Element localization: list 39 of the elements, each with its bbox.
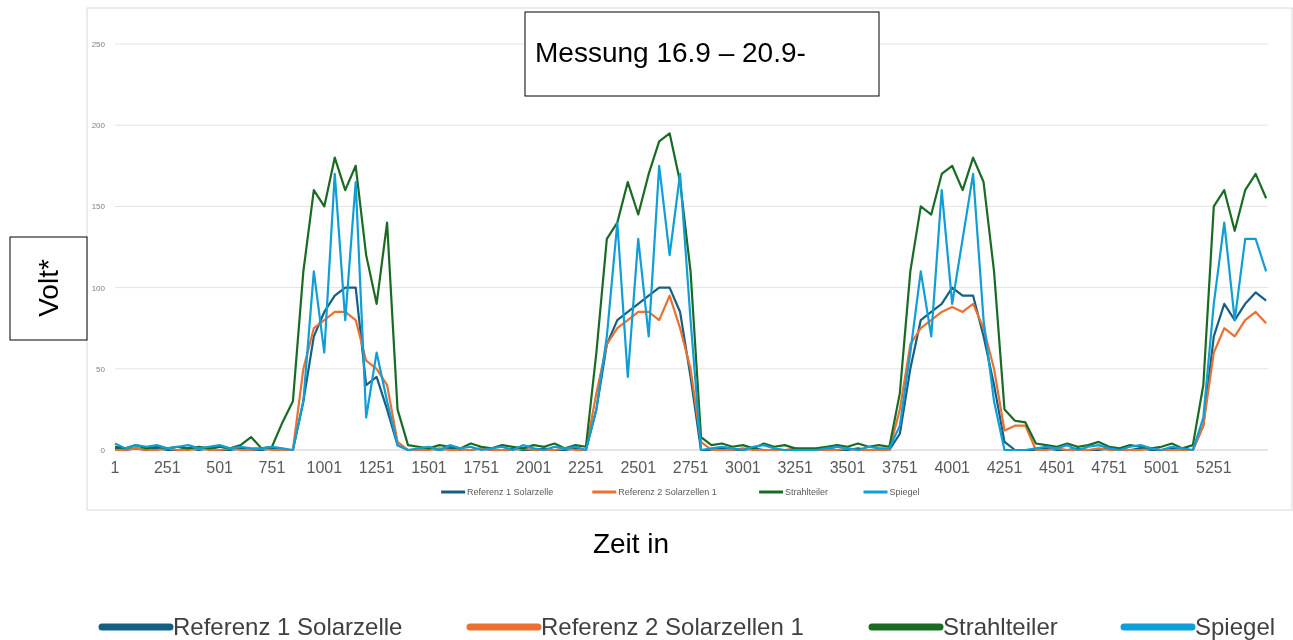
x-tick-label: 1001 [306, 459, 343, 476]
x-tick-label: 4001 [934, 459, 971, 476]
x-tick-label: 2751 [672, 459, 709, 476]
y-tick-label: 0 [100, 446, 106, 455]
x-tick-label: 1 [110, 459, 120, 476]
x-tick-label: 3501 [829, 459, 866, 476]
x-tick-label: 2251 [568, 459, 604, 476]
legend-label: Spiegel [889, 487, 920, 497]
x-tick-label: 4501 [1039, 459, 1075, 476]
text: Strahlteiler [943, 613, 1058, 640]
y-tick-label: 250 [91, 40, 106, 49]
legend-label: Referenz 2 Solarzellen 1 [618, 487, 717, 497]
x-tick-label: 3001 [725, 459, 761, 476]
x-tick-label: 2001 [515, 459, 552, 476]
x-tick-label: 4751 [1091, 459, 1128, 476]
x-tick-label: 501 [206, 459, 234, 476]
text: Referenz 1 Solarzelle [173, 613, 403, 640]
x-tick-label: 5001 [1143, 459, 1180, 476]
x-axis-title: Zeit in [592, 528, 670, 559]
x-tick-label: 5251 [1196, 459, 1232, 476]
x-tick-label: 751 [258, 459, 286, 476]
y-tick-label: 50 [96, 364, 106, 374]
legend-label: Strahlteiler [785, 487, 829, 497]
annotation: Messung 16.9 – 20.9- [535, 37, 806, 68]
x-tick-label: 1751 [463, 459, 500, 476]
x-tick-label: 1501 [411, 459, 447, 476]
y-tick-label: 100 [91, 283, 106, 293]
y-tick-label: 200 [91, 121, 106, 131]
legend-label: Referenz 1 Solarzelle [467, 487, 554, 497]
text: Referenz 2 Solarzellen 1 [541, 613, 804, 640]
x-tick-label: 4251 [986, 459, 1023, 476]
x-tick-label: 251 [153, 459, 181, 476]
y-tick-label: 150 [91, 202, 106, 212]
y-axis-title: Volt* [33, 259, 64, 317]
text: Spiegel [1195, 613, 1276, 640]
x-tick-label: 3251 [777, 459, 814, 476]
x-tick-label: 2501 [620, 459, 657, 476]
x-tick-label: 1251 [358, 459, 395, 476]
x-tick-label: 3751 [882, 459, 918, 476]
